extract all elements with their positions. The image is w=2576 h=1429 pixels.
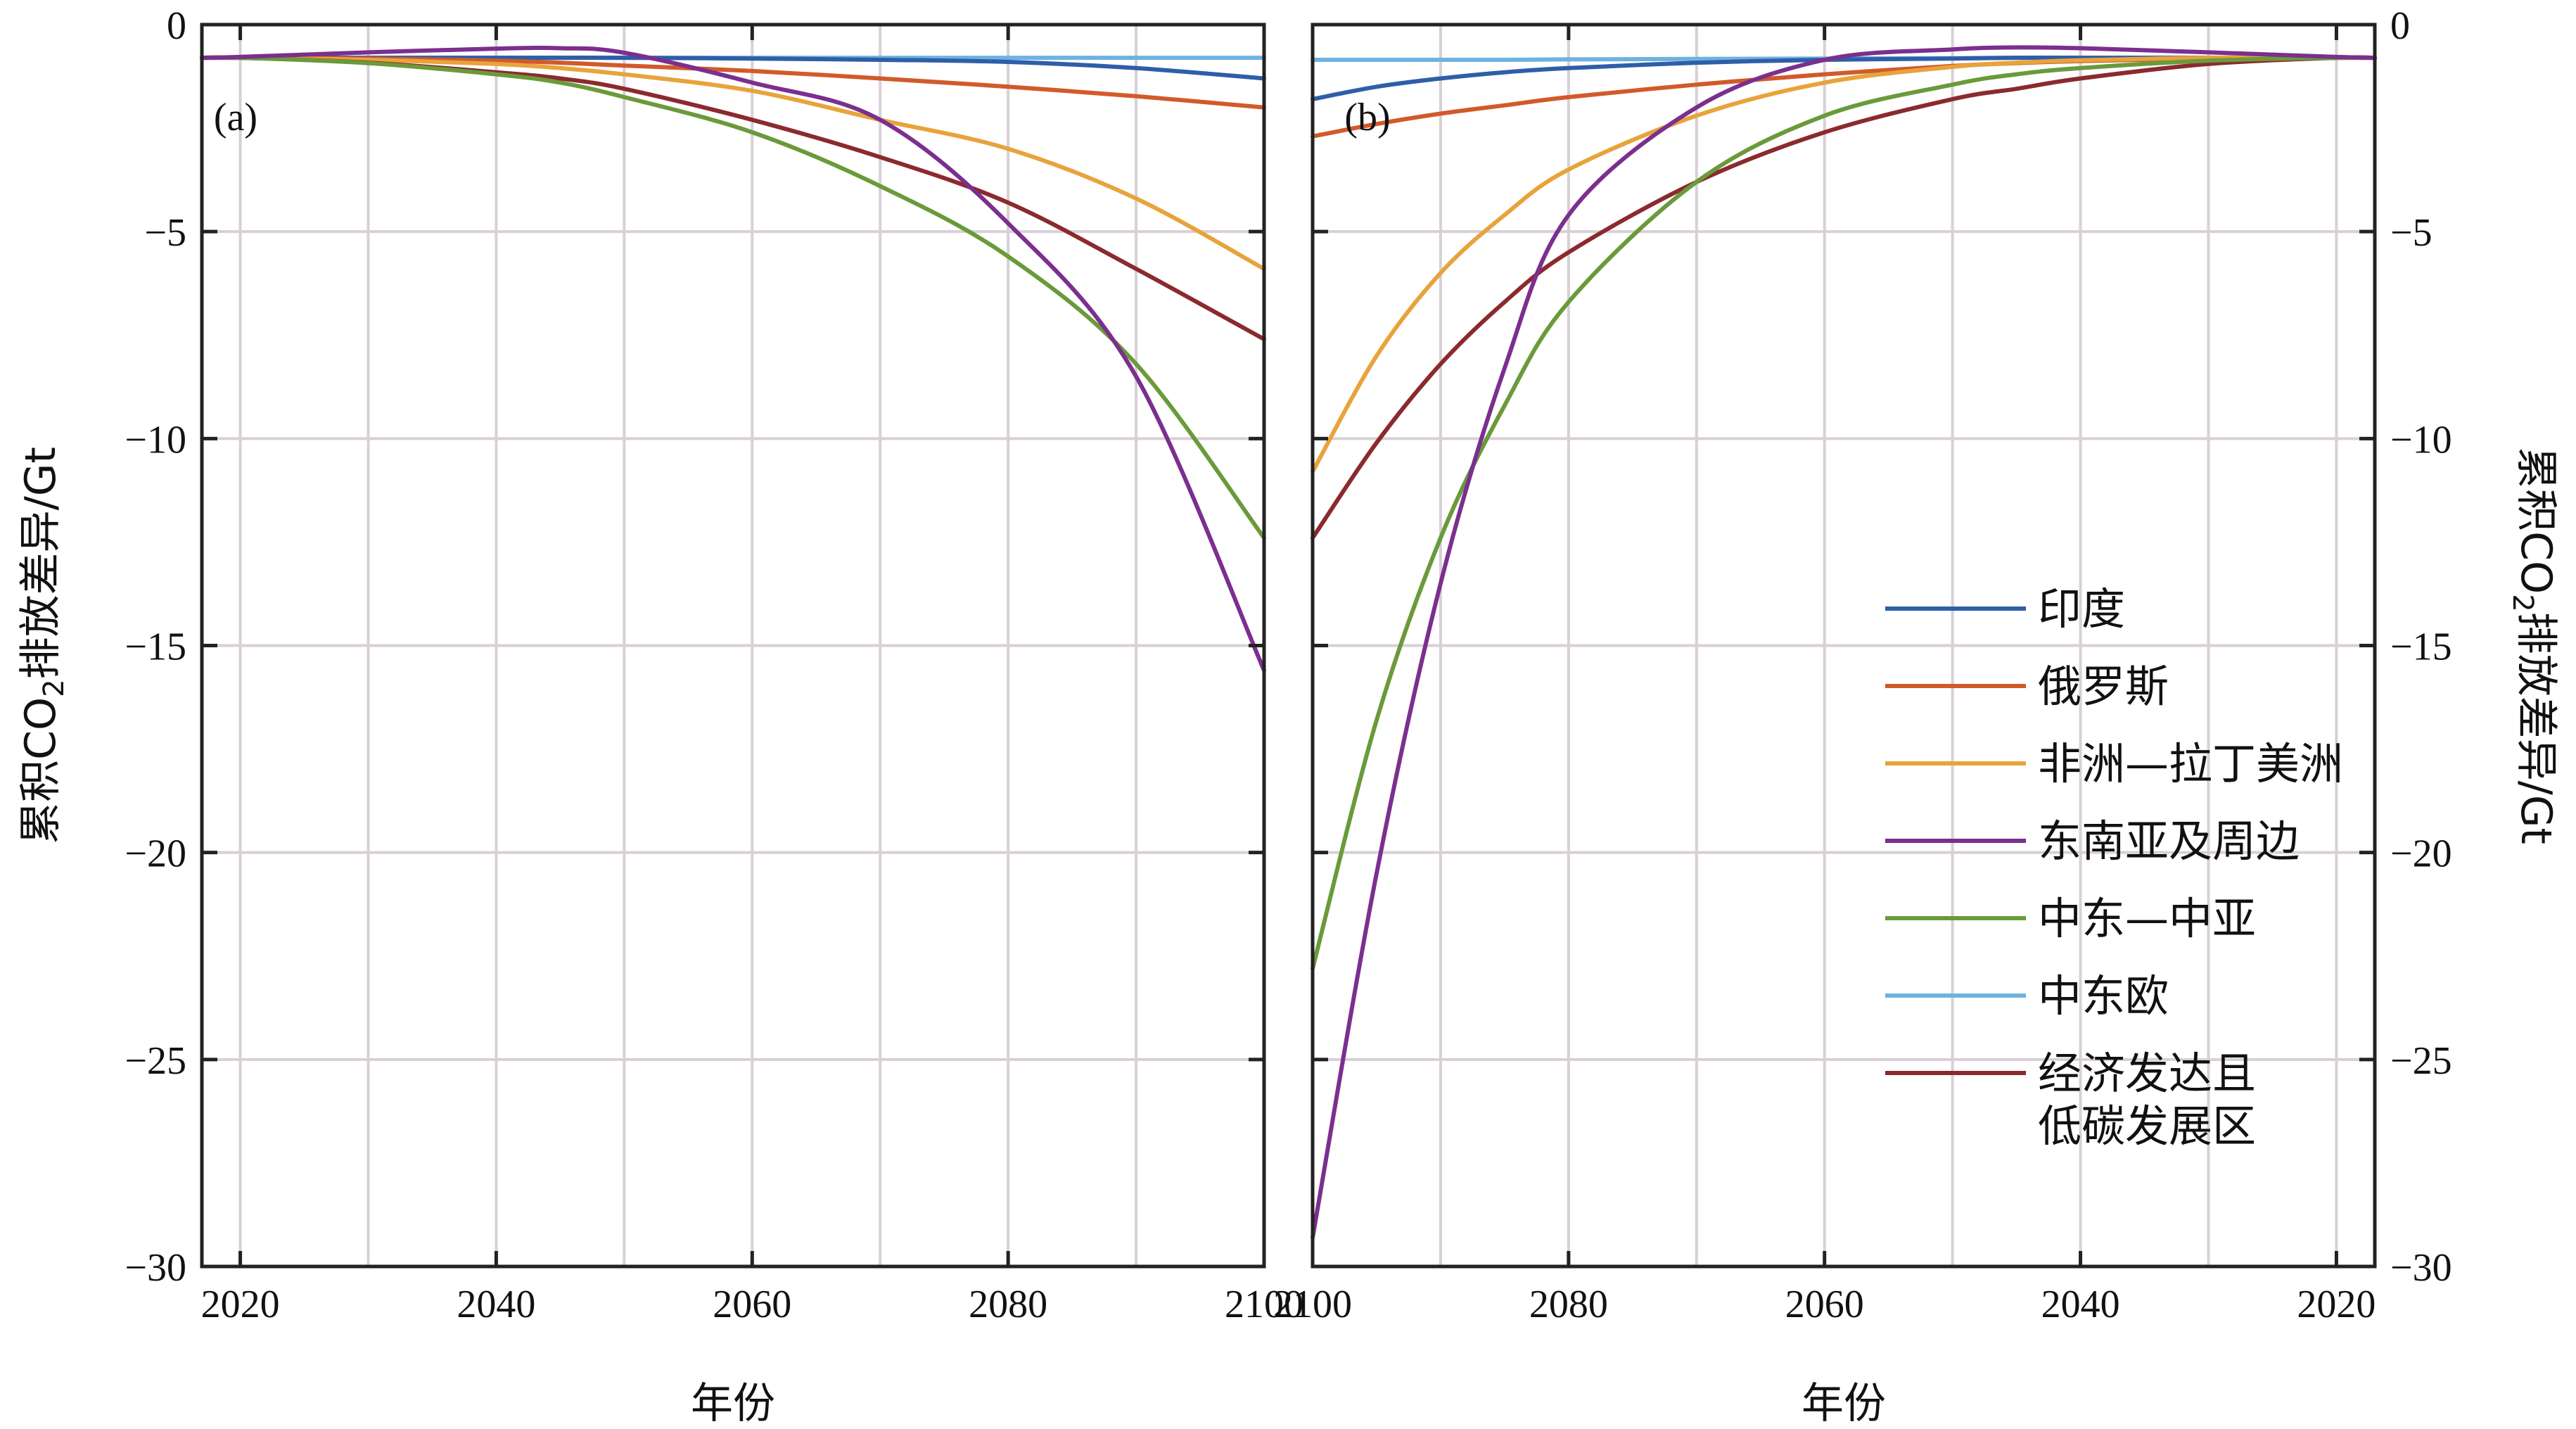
panel-b-y-tick-label: −5	[2390, 211, 2432, 255]
panel-b-y-axis-title-sub: 2	[2506, 594, 2539, 611]
panel-a-series	[200, 46, 1266, 673]
panel-b-y-tick-labels: 0 −5 −10 −15 −20 −25 −30	[2390, 4, 2452, 1290]
panel-b-y-tick-label: 0	[2390, 4, 2410, 48]
panel-b-x-tick-label: 2020	[2297, 1283, 2376, 1326]
panel-b-y-tick-label: −25	[2390, 1039, 2452, 1083]
panel-b-x-tick-label: 2040	[2041, 1283, 2120, 1326]
panel-b-y-tick-label: −20	[2390, 832, 2452, 876]
panel-b-y-axis-title: 累积CO2排放差异/Gt	[2506, 447, 2561, 844]
panel-a-y-axis-title-post: 排放差异/Gt	[16, 447, 65, 679]
panel-a-y-tick-label: −10	[125, 418, 186, 462]
legend-label: 非洲—拉丁美洲	[2038, 738, 2343, 789]
panel-a-series-line-2	[200, 55, 1266, 272]
panel-a-x-tick-labels: 2020 2040 2060 2080 2100	[201, 1283, 1303, 1326]
panel-a-y-tick-label: −25	[125, 1039, 186, 1083]
panel-b-ticks	[1311, 23, 2375, 1269]
panel-a-y-tick-labels: 0 −5 −10 −15 −20 −25 −30	[125, 4, 186, 1290]
panel-a-series-line-4	[200, 55, 1266, 540]
panel-b-x-tick-label: 2080	[1529, 1283, 1608, 1326]
panel-a-y-axis-title: 累积CO2排放差异/Gt	[16, 447, 70, 844]
legend-label: 中东—中亚	[2038, 893, 2256, 944]
panel-b-x-tick-label: 2100	[1273, 1283, 1352, 1326]
panel-a-y-tick-label: −15	[125, 625, 186, 669]
panel-a-x-tick-label: 2020	[201, 1283, 280, 1326]
panel-a-grid	[202, 23, 1265, 1268]
panel-b-y-tick-label: −15	[2390, 625, 2452, 669]
panel-b-series-line-4	[1311, 55, 2377, 971]
panel-a-y-tick-label: −30	[125, 1246, 186, 1290]
panel-a-x-tick-label: 2080	[969, 1283, 1047, 1326]
panel-a-y-axis-title-pre: 累积CO	[16, 697, 65, 844]
legend-label: 印度	[2038, 583, 2125, 635]
panel-b-x-tick-labels: 2100 2080 2060 2040 2020	[1273, 1283, 2376, 1326]
panel-b-y-axis-title-post: 排放差异/Gt	[2511, 612, 2561, 844]
legend-label: 低碳发展区	[2038, 1100, 2256, 1152]
panel-b-label: (b)	[1344, 96, 1390, 139]
panel-b-series	[1311, 45, 2377, 1240]
panel-a-x-tick-label: 2100	[1225, 1283, 1303, 1326]
panel-a-series-line-3	[200, 46, 1266, 673]
panel-a-x-axis-title: 年份	[691, 1379, 775, 1428]
legend-label: 经济发达且	[2038, 1048, 2256, 1099]
panel-b-y-tick-label: −10	[2390, 418, 2452, 462]
panel-b-series-line-2	[1311, 55, 2377, 474]
panel-a: 2020 2040 2060 2080 2100 0−5−10−15−20−25−30 …	[16, 4, 1303, 1428]
panel-a-y-tick-label: −20	[125, 832, 186, 876]
panel-b-series-line-3	[1311, 45, 2377, 1240]
panel-a-y-axis-title-sub: 2	[38, 679, 70, 697]
legend-label: 俄罗斯	[2038, 661, 2169, 712]
panel-b-y-axis-title-pre: 累积CO	[2511, 447, 2561, 594]
panel-a-ticks	[202, 23, 1266, 1269]
panel-b-x-tick-label: 2060	[1785, 1283, 1864, 1326]
legend-label: 东南亚及周边	[2038, 815, 2300, 867]
panel-b-y-tick-label: −30	[2390, 1246, 2452, 1290]
panel-a-x-tick-label: 2040	[457, 1283, 535, 1326]
panel-b-x-axis-title: 年份	[1802, 1379, 1886, 1428]
panel-a-y-tick-label: 0	[167, 4, 186, 48]
panel-b-series-line-6	[1311, 55, 2377, 540]
panel-a-x-tick-label: 2060	[713, 1283, 791, 1326]
panel-b: 2100 2080 2060 2040 2020 0−5−10−15−20−25−30 …	[1273, 4, 2561, 1428]
panel-a-label: (a)	[214, 96, 257, 139]
panel-a-y-tick-label: −5	[144, 211, 186, 255]
legend-label: 中东欧	[2038, 970, 2169, 1022]
